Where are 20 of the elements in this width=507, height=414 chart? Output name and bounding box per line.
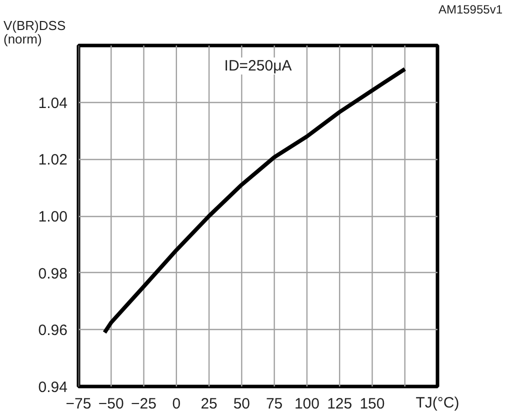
x-tick-label: 100 bbox=[294, 396, 320, 412]
x-axis-title: TJ(°C) bbox=[416, 394, 460, 412]
x-tick-label: −50 bbox=[98, 396, 124, 412]
x-tick-label: 25 bbox=[200, 396, 218, 412]
y-tick-label: 1.02 bbox=[38, 152, 68, 169]
x-tick-label: −25 bbox=[131, 396, 157, 412]
x-tick-label: 0 bbox=[172, 396, 181, 412]
x-tick-label: 75 bbox=[266, 396, 283, 412]
x-tick-label: −75 bbox=[66, 396, 92, 412]
y-tick-label: 0.94 bbox=[38, 379, 68, 396]
annotation: ID=250μA bbox=[224, 58, 292, 74]
y-tick-label: 0.96 bbox=[38, 322, 68, 340]
y-tick-label: 1.04 bbox=[38, 94, 68, 112]
x-tick-label: 50 bbox=[233, 396, 250, 412]
y-tick-label: 0.98 bbox=[38, 265, 68, 282]
text: AM15955v1 bbox=[438, 2, 503, 16]
x-tick-label: 150 bbox=[360, 396, 385, 412]
x-tick-label: 125 bbox=[327, 396, 352, 412]
y-axis-title: V(BR)DSS (norm) bbox=[4, 18, 66, 46]
y-tick-label: 1.00 bbox=[38, 208, 68, 226]
